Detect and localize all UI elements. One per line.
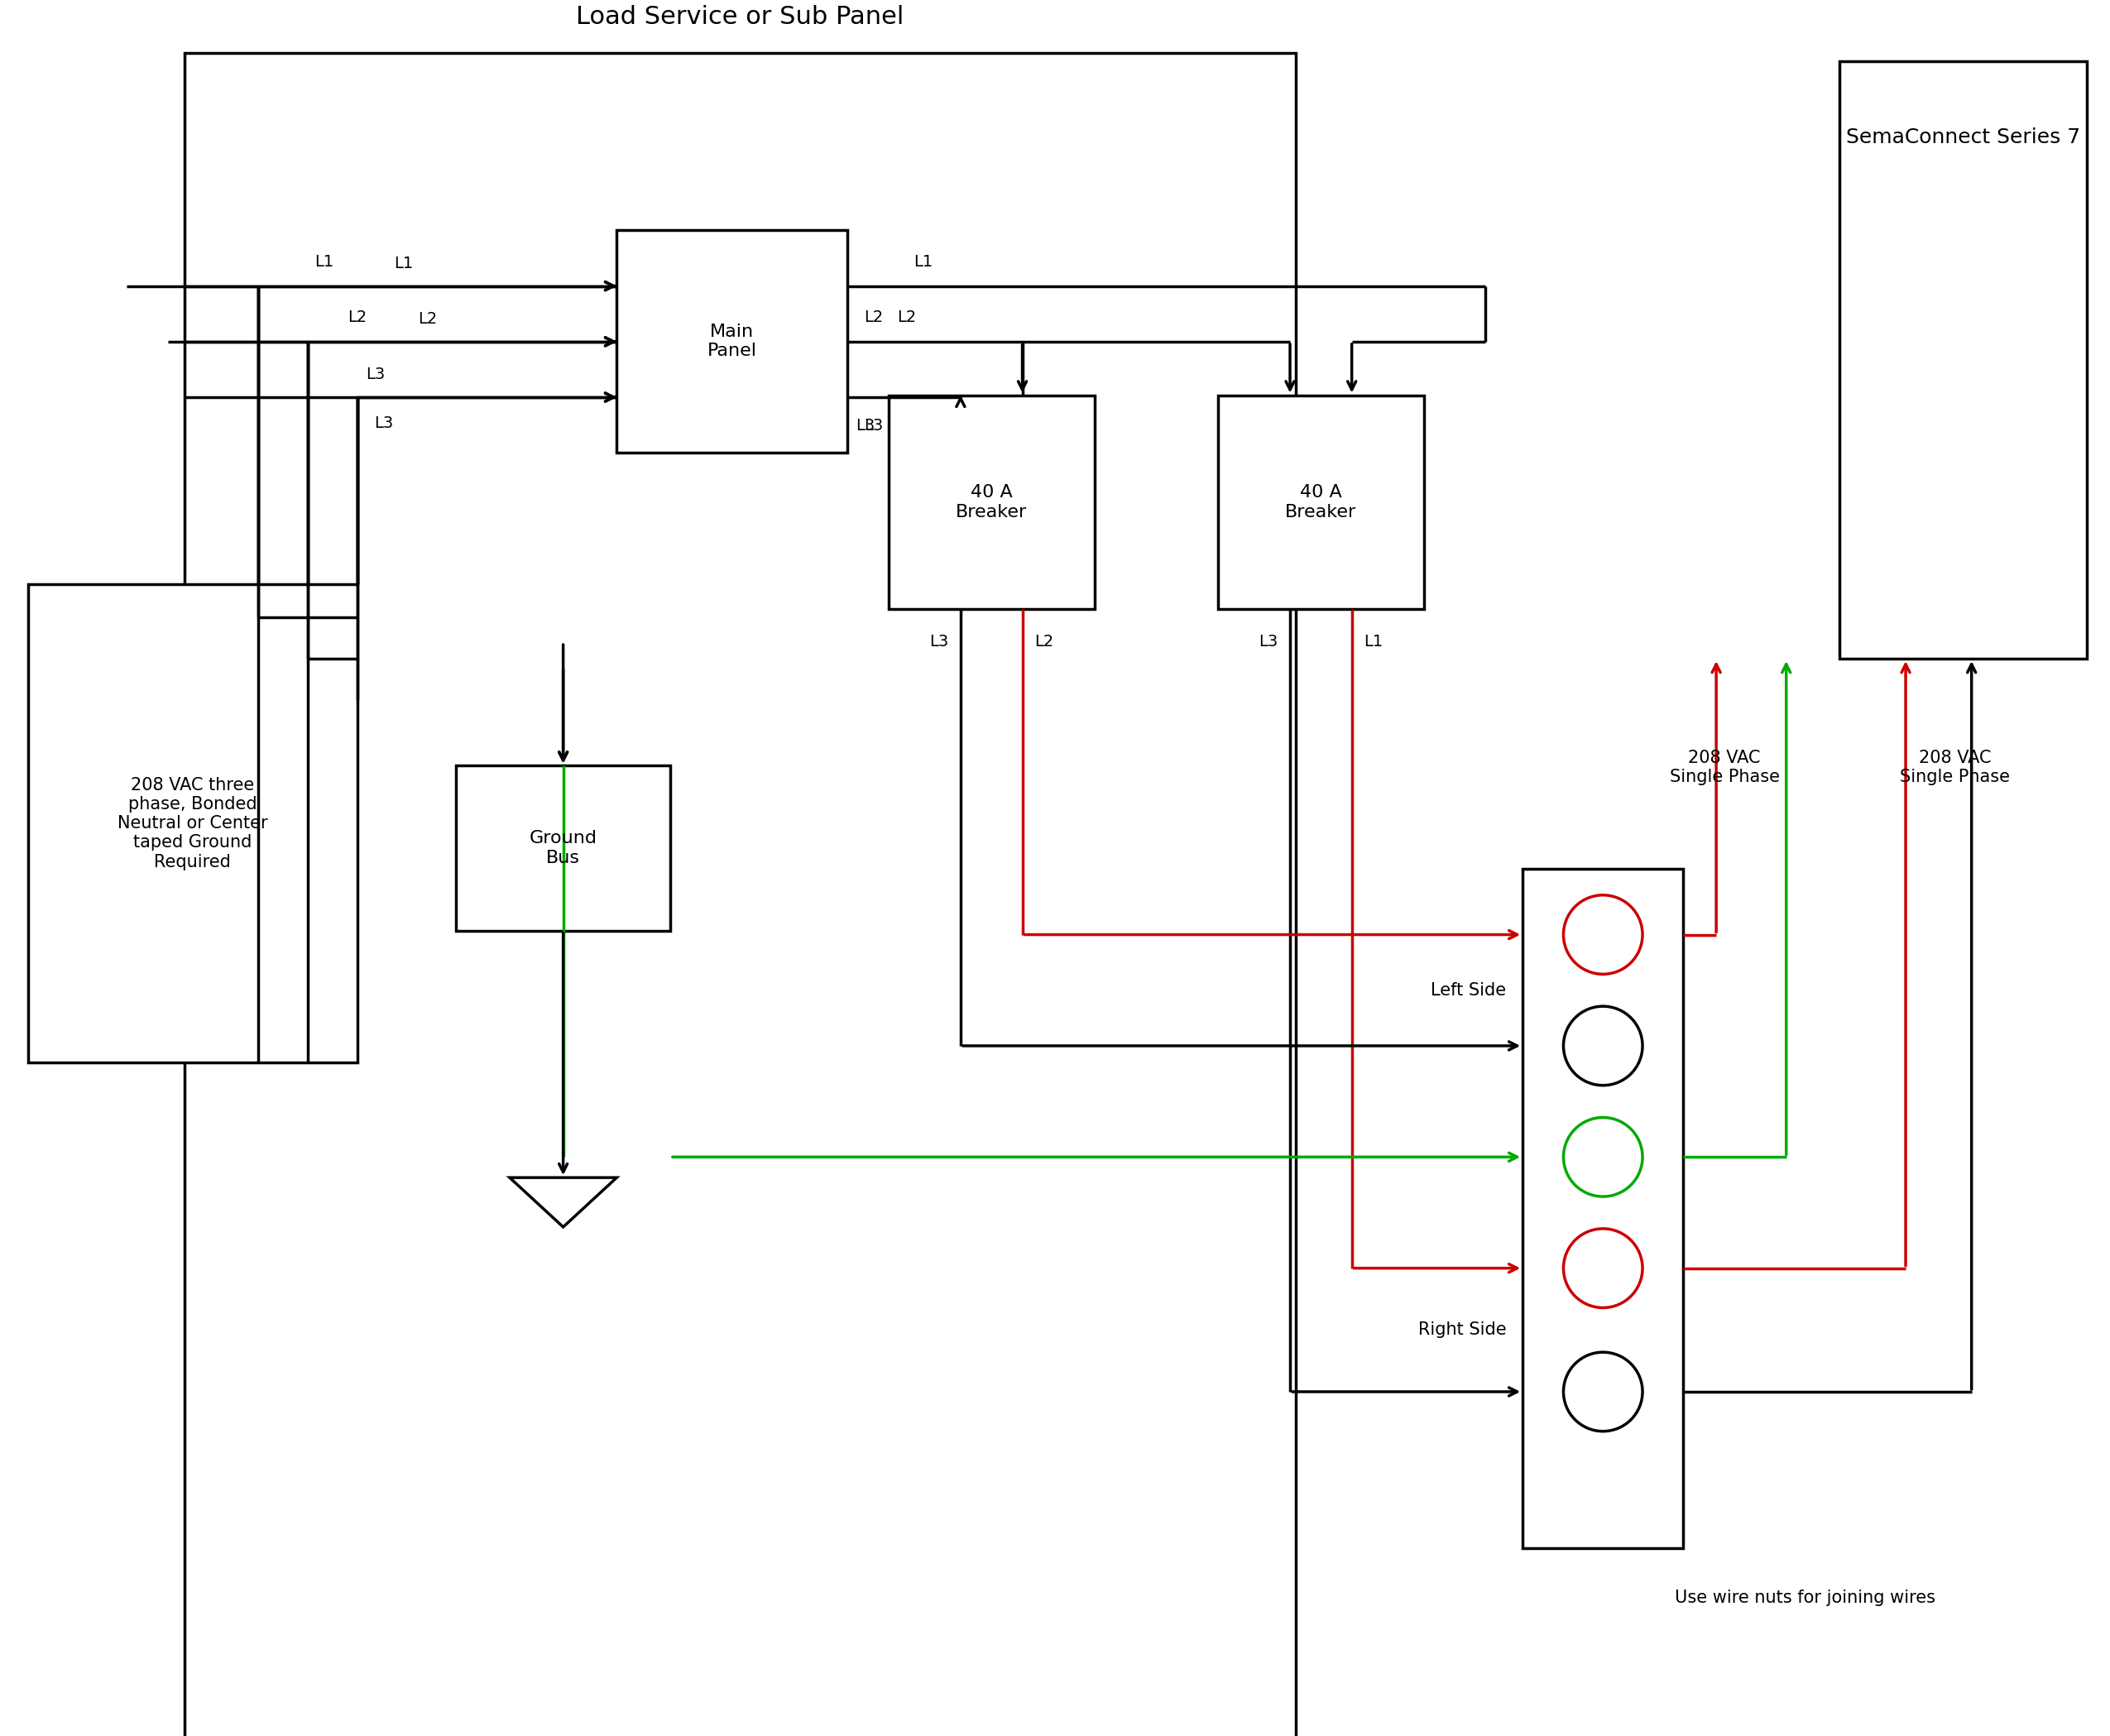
Text: L2: L2: [1034, 634, 1053, 649]
Circle shape: [1564, 1352, 1642, 1430]
Circle shape: [1564, 1007, 1642, 1085]
Text: L2: L2: [897, 309, 916, 325]
Text: 40 A
Breaker: 40 A Breaker: [1285, 484, 1357, 521]
Text: 208 VAC
Single Phase: 208 VAC Single Phase: [1669, 750, 1779, 785]
Circle shape: [1564, 1229, 1642, 1307]
Text: L1: L1: [1365, 634, 1384, 649]
Text: L2: L2: [418, 311, 437, 326]
Bar: [1523, 868, 1684, 1549]
Text: L3: L3: [928, 634, 947, 649]
Bar: [1217, 396, 1424, 609]
Circle shape: [1564, 896, 1642, 974]
Text: L3: L3: [1258, 634, 1279, 649]
Text: Load Service or Sub Panel: Load Service or Sub Panel: [576, 5, 905, 30]
Text: Left Side: Left Side: [1431, 983, 1507, 998]
Text: L3: L3: [365, 366, 384, 382]
Text: SemaConnect Series 7: SemaConnect Series 7: [1846, 127, 2080, 148]
Text: L3: L3: [863, 418, 884, 434]
Bar: [184, 54, 1296, 1736]
Text: L1: L1: [914, 253, 933, 269]
Text: 208 VAC three
phase, Bonded
Neutral or Center
taped Ground
Required: 208 VAC three phase, Bonded Neutral or C…: [118, 776, 268, 870]
Bar: [616, 231, 848, 453]
Text: 40 A
Breaker: 40 A Breaker: [956, 484, 1028, 521]
Bar: [456, 766, 671, 930]
Text: L2: L2: [348, 309, 367, 325]
Text: Right Side: Right Side: [1418, 1321, 1507, 1338]
Text: Ground
Bus: Ground Bus: [530, 830, 597, 866]
Text: 208 VAC
Single Phase: 208 VAC Single Phase: [1899, 750, 2011, 785]
Polygon shape: [511, 1177, 616, 1227]
Text: L3: L3: [373, 415, 392, 431]
Text: L2: L2: [863, 309, 884, 325]
Text: Use wire nuts for joining wires: Use wire nuts for joining wires: [1675, 1590, 1935, 1606]
Text: L1: L1: [395, 255, 414, 271]
Text: L3: L3: [855, 418, 876, 434]
Bar: [888, 396, 1095, 609]
Text: L1: L1: [314, 253, 333, 269]
Circle shape: [1564, 1118, 1642, 1196]
Text: Main
Panel: Main Panel: [707, 323, 757, 359]
Bar: [27, 585, 357, 1062]
Bar: [1840, 61, 2087, 658]
